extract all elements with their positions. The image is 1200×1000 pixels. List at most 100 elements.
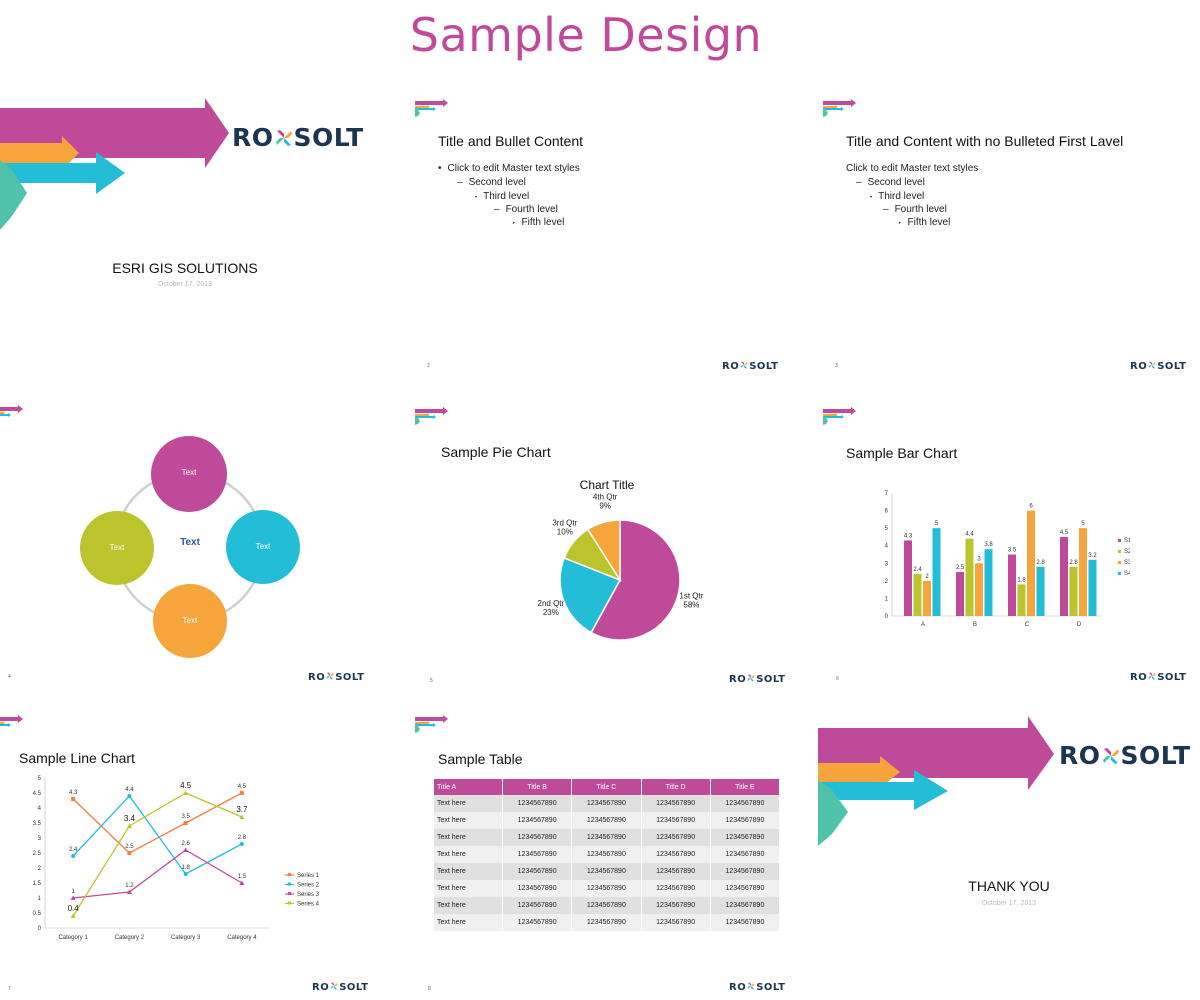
bar: [1008, 554, 1016, 616]
page-number: 5: [430, 678, 433, 684]
legend-label: S2: [1124, 549, 1130, 555]
y-tick: 3: [885, 561, 889, 567]
cycle-diagram: [80, 436, 300, 658]
table-row: Text here 1234567890 1234567890 1234567890 1…: [434, 880, 781, 897]
column-header: Title C: [571, 779, 642, 795]
circle-top: [151, 436, 227, 512]
y-tick: 4: [38, 806, 42, 812]
column-header: Title D: [641, 779, 711, 795]
y-tick: 6: [885, 509, 889, 515]
content-level-5: ‣ Fifth level: [898, 217, 951, 228]
table-cell: 1234567890: [710, 914, 781, 931]
x-tick: B: [973, 622, 977, 628]
circle-right: [226, 510, 300, 584]
bar: [1088, 559, 1097, 616]
roxsolt-logo: RO SOLT: [729, 982, 786, 993]
y-tick: 5: [38, 776, 42, 782]
table-cell: 1234567890: [571, 812, 642, 829]
slice-label: 1st Qtr: [679, 591, 703, 600]
mini-arrow-icon: [0, 715, 23, 727]
table-cell: Text here: [434, 880, 503, 897]
bar: [1017, 584, 1026, 616]
roxsolt-logo: RO SOLT: [722, 361, 779, 372]
column-header: Title E: [710, 779, 781, 795]
bar: [975, 563, 983, 616]
table-cell: 1234567890: [502, 914, 573, 931]
slice-percent: 9%: [599, 501, 611, 510]
bar-label: 3.2: [1088, 553, 1097, 559]
slide-5-pie[interactable]: Sample Pie Chart Chart Title 1st Qtr 58% 2n…: [412, 400, 787, 690]
slide-6-bar[interactable]: Sample Bar Chart 0 1 2 3 4 5 6 7 4.3 2.4 2 5 A 2.5 4.4…: [820, 400, 1190, 690]
slide-1-heading: ESRI GIS SOLUTIONS: [112, 260, 258, 276]
slide-9-date: October 17, 2013: [981, 900, 1037, 907]
table-row: Text here 1234567890 1234567890 1234567890 1…: [434, 812, 781, 829]
y-tick: 4: [885, 544, 889, 550]
circle-label: Text: [182, 616, 198, 625]
roxsolt-logo: RO SOLT: [232, 123, 364, 152]
bar: [904, 540, 912, 616]
bar-label: 4.4: [965, 532, 974, 538]
bullet-level-4: – Fourth level: [494, 204, 558, 215]
data-point: [239, 791, 244, 795]
table-row: Text here 1234567890 1234567890 1234567890 1…: [434, 914, 781, 931]
y-tick: 2.5: [33, 851, 42, 857]
circle-label: Text: [255, 542, 271, 551]
data-point: [71, 797, 76, 801]
chart-title: Chart Title: [580, 478, 635, 492]
circle-label: Text: [109, 543, 125, 552]
slide-1-date: October 17, 2013: [157, 281, 213, 288]
slide-2-title: Title and Bullet Content: [438, 133, 584, 149]
y-tick: 2: [885, 579, 889, 585]
bar: [1060, 536, 1068, 616]
table-cell: 1234567890: [710, 863, 781, 880]
roxsolt-logo: RO SOLT: [308, 672, 365, 683]
table-cell: 1234567890: [641, 795, 711, 812]
y-tick: 4.5: [33, 791, 42, 797]
table-cell: 1234567890: [710, 880, 781, 897]
page-heading: Sample Design: [409, 8, 763, 62]
bar-label: 3.5: [1008, 548, 1017, 554]
bullet-level-5: ‣ Fifth level: [512, 217, 565, 228]
bar-label: 2.8: [1036, 560, 1045, 566]
bar-label: 5: [1081, 521, 1085, 527]
table-cell: 1234567890: [571, 897, 642, 914]
slide-9-thank-you[interactable]: RO SOLT THANK YOU October 17, 2013: [818, 708, 1200, 998]
bar-label: 1.8: [1017, 577, 1026, 583]
point-label: 4.3: [69, 790, 78, 796]
mini-arrow-icon: [415, 407, 448, 425]
table-row: Text here 1234567890 1234567890 1234567890 1…: [434, 829, 781, 846]
table-cell: 1234567890: [641, 897, 711, 914]
table-cell: 1234567890: [710, 812, 781, 829]
y-tick: 1: [38, 896, 42, 902]
table-cell: 1234567890: [641, 829, 711, 846]
data-point: [127, 851, 132, 855]
slide-4-cycle[interactable]: Text Text Text Text Text 4 RO SOLT: [0, 398, 385, 688]
slice-label: 4th Qtr: [593, 492, 618, 501]
slide-2-bullets[interactable]: Title and Bullet Content • Click to edit …: [412, 90, 782, 380]
table-cell: 1234567890: [710, 795, 781, 812]
arrow-graphic: [818, 716, 1054, 846]
data-point: [70, 895, 76, 900]
legend-swatch: [1118, 561, 1121, 564]
column-header: Title B: [502, 779, 573, 795]
bar: [1079, 528, 1087, 616]
slide-7-title: Sample Line Chart: [19, 750, 135, 766]
circle-label: Text: [181, 468, 197, 477]
y-tick: 3: [38, 836, 42, 842]
slide-1-title[interactable]: RO SOLT ESRI GIS SOLUTIONS October 17, 2…: [0, 90, 385, 380]
point-label: 1.2: [125, 883, 134, 889]
bar-label: 2.4: [913, 567, 922, 573]
y-tick: 0.5: [33, 911, 42, 917]
x-tick: Category 3: [171, 935, 201, 941]
table-row: Text here 1234567890 1234567890 1234567890 1…: [434, 897, 781, 914]
bar: [923, 580, 931, 616]
bar: [1069, 566, 1078, 616]
table-cell: 1234567890: [502, 812, 573, 829]
slide-3-content[interactable]: Title and Content with no Bulleted First…: [820, 90, 1190, 380]
slide-9-heading: THANK YOU: [968, 878, 1050, 894]
slide-7-line[interactable]: Sample Line Chart 0 0.5 1 1.5 2 2.5 3 3.5 4 4.5 5 C…: [0, 708, 385, 998]
slide-8-table[interactable]: Sample Table Title A Title B Title C Tit…: [412, 708, 787, 998]
point-label: 2.8: [238, 835, 247, 841]
slide-5-title: Sample Pie Chart: [441, 444, 551, 460]
